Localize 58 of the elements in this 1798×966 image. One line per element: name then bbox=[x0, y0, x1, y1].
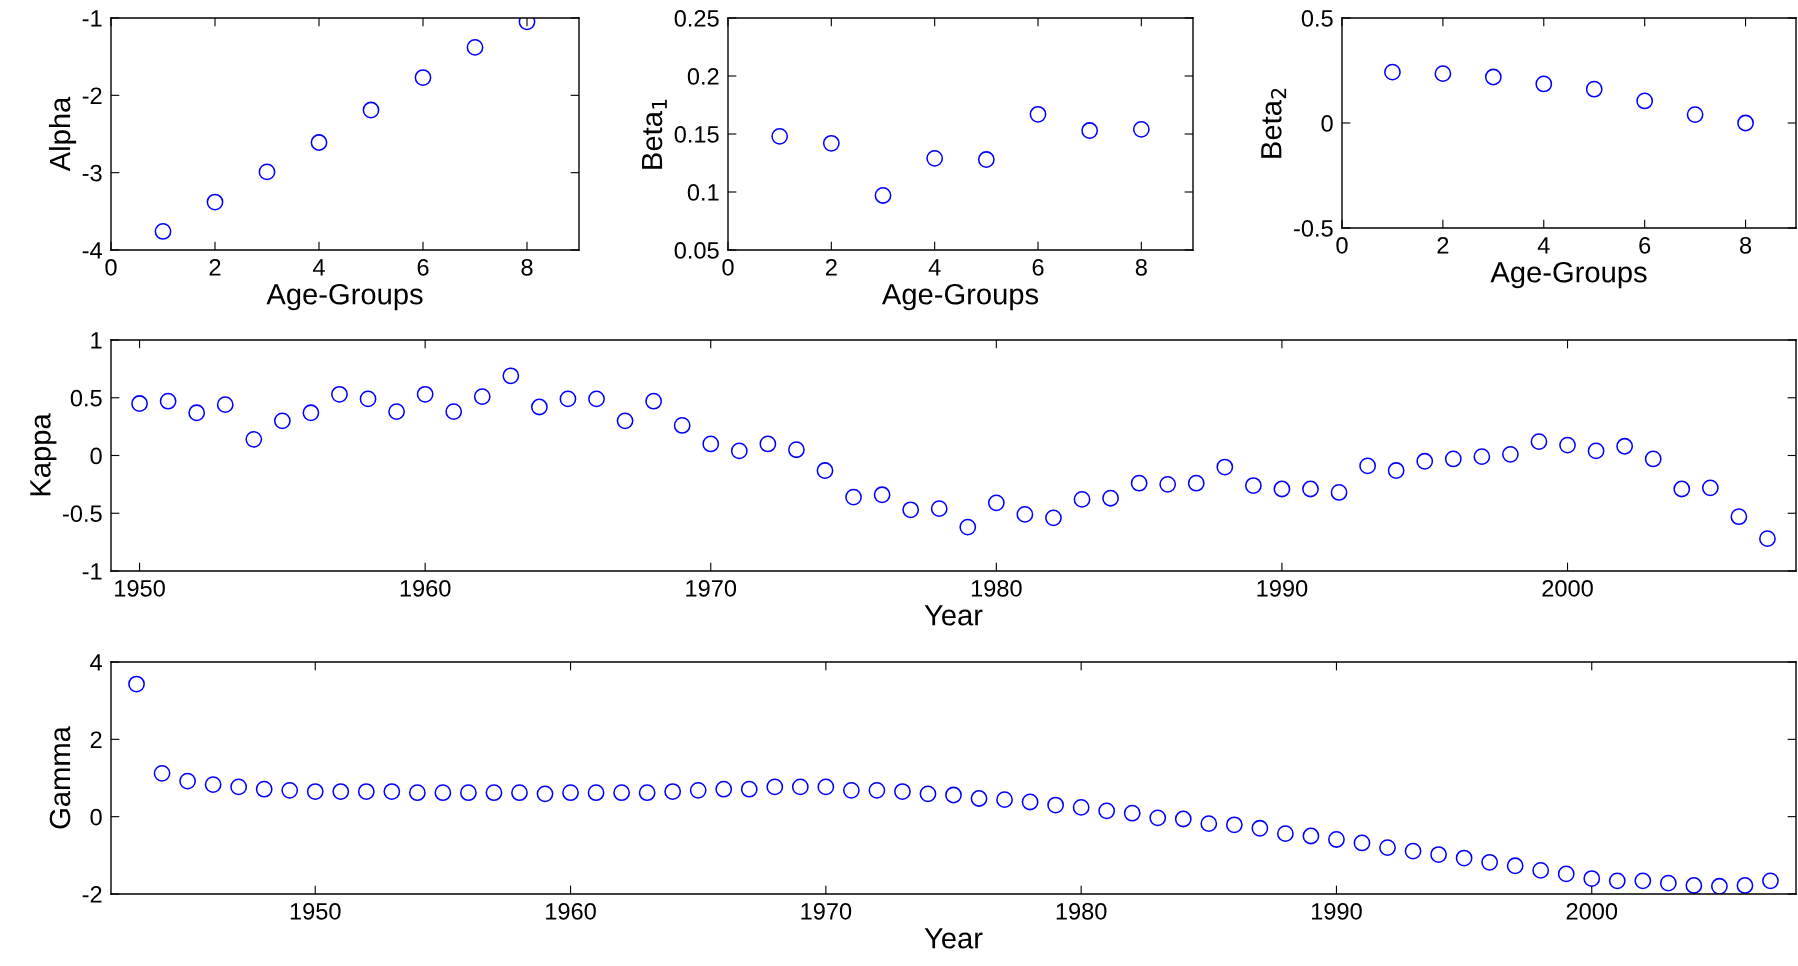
y-tick-label: -0.5 bbox=[63, 505, 102, 523]
y-tick-label: 0.25 bbox=[674, 10, 719, 27]
x-tick-label: 0 bbox=[1336, 236, 1348, 254]
y-tick-label: 0.5 bbox=[1301, 10, 1333, 27]
y-axis-title: Beta$_{2}$ bbox=[1261, 88, 1287, 158]
x-tick-label: 6 bbox=[417, 258, 429, 276]
y-tick-label: 4 bbox=[90, 654, 102, 671]
x-axis-title: Year bbox=[924, 928, 983, 949]
y-tick-label: 0.05 bbox=[674, 242, 719, 259]
x-tick-label: 0 bbox=[722, 258, 734, 276]
y-tick-label: 0 bbox=[1321, 115, 1333, 132]
x-tick-label: 4 bbox=[312, 259, 325, 276]
y-tick-label: -2 bbox=[82, 886, 102, 903]
y-axis-title: Alpha bbox=[48, 96, 77, 172]
y-tick-label: -1 bbox=[82, 563, 102, 580]
x-tick-label: 1990 bbox=[1311, 902, 1362, 920]
x-tick-label: 8 bbox=[521, 258, 533, 276]
x-tick-label: 1970 bbox=[801, 902, 852, 920]
y-tick-label: 0 bbox=[90, 808, 102, 826]
x-tick-label: 1970 bbox=[686, 579, 737, 597]
x-tick-label: 1960 bbox=[400, 579, 451, 597]
y-tick-label: 0.1 bbox=[687, 184, 719, 201]
x-tick-label: 0 bbox=[105, 258, 117, 276]
y-axis-title: Gamma bbox=[49, 726, 71, 829]
y-tick-label: -2 bbox=[82, 87, 102, 104]
y-tick-label: -0.5 bbox=[1294, 220, 1333, 237]
x-axis-title: Age-Groups bbox=[1490, 261, 1647, 289]
x-axis-title: Age-Groups bbox=[266, 283, 423, 311]
x-tick-label: 2000 bbox=[1542, 579, 1593, 597]
x-tick-label: 1960 bbox=[546, 902, 596, 920]
x-tick-label: 1990 bbox=[1257, 579, 1308, 597]
x-tick-label: 6 bbox=[1639, 236, 1651, 254]
x-tick-label: 6 bbox=[1032, 258, 1044, 276]
y-tick-label: 2 bbox=[90, 731, 102, 748]
x-tick-label: 4 bbox=[928, 259, 941, 276]
x-tick-label: 8 bbox=[1740, 236, 1752, 254]
y-tick-label: 0.5 bbox=[70, 389, 102, 407]
x-tick-label: 8 bbox=[1135, 258, 1147, 276]
x-tick-label: 2 bbox=[825, 258, 837, 276]
x-tick-label: 2 bbox=[1437, 236, 1449, 254]
x-tick-label: 1980 bbox=[971, 579, 1022, 597]
x-tick-label: 1950 bbox=[290, 902, 341, 920]
x-tick-label: 1950 bbox=[115, 579, 165, 597]
y-tick-label: -3 bbox=[82, 164, 102, 182]
x-axis-title: Year bbox=[924, 605, 983, 626]
x-axis-title: Age-Groups bbox=[881, 283, 1039, 311]
x-tick-label: 1980 bbox=[1056, 902, 1107, 920]
y-tick-label: -4 bbox=[82, 242, 102, 259]
x-tick-label: 2 bbox=[209, 258, 221, 276]
y-axis-title: Beta$_{1}$ bbox=[641, 99, 667, 169]
y-tick-label: 0.2 bbox=[687, 68, 719, 85]
y-tick-label: -1 bbox=[82, 10, 102, 27]
y-tick-label: 0 bbox=[90, 447, 102, 465]
x-tick-label: 4 bbox=[1537, 237, 1550, 254]
y-tick-label: 1 bbox=[91, 332, 102, 349]
x-tick-label: 2000 bbox=[1566, 902, 1618, 920]
y-tick-label: 0.15 bbox=[674, 126, 719, 143]
y-axis-title: Kappa bbox=[30, 413, 57, 496]
